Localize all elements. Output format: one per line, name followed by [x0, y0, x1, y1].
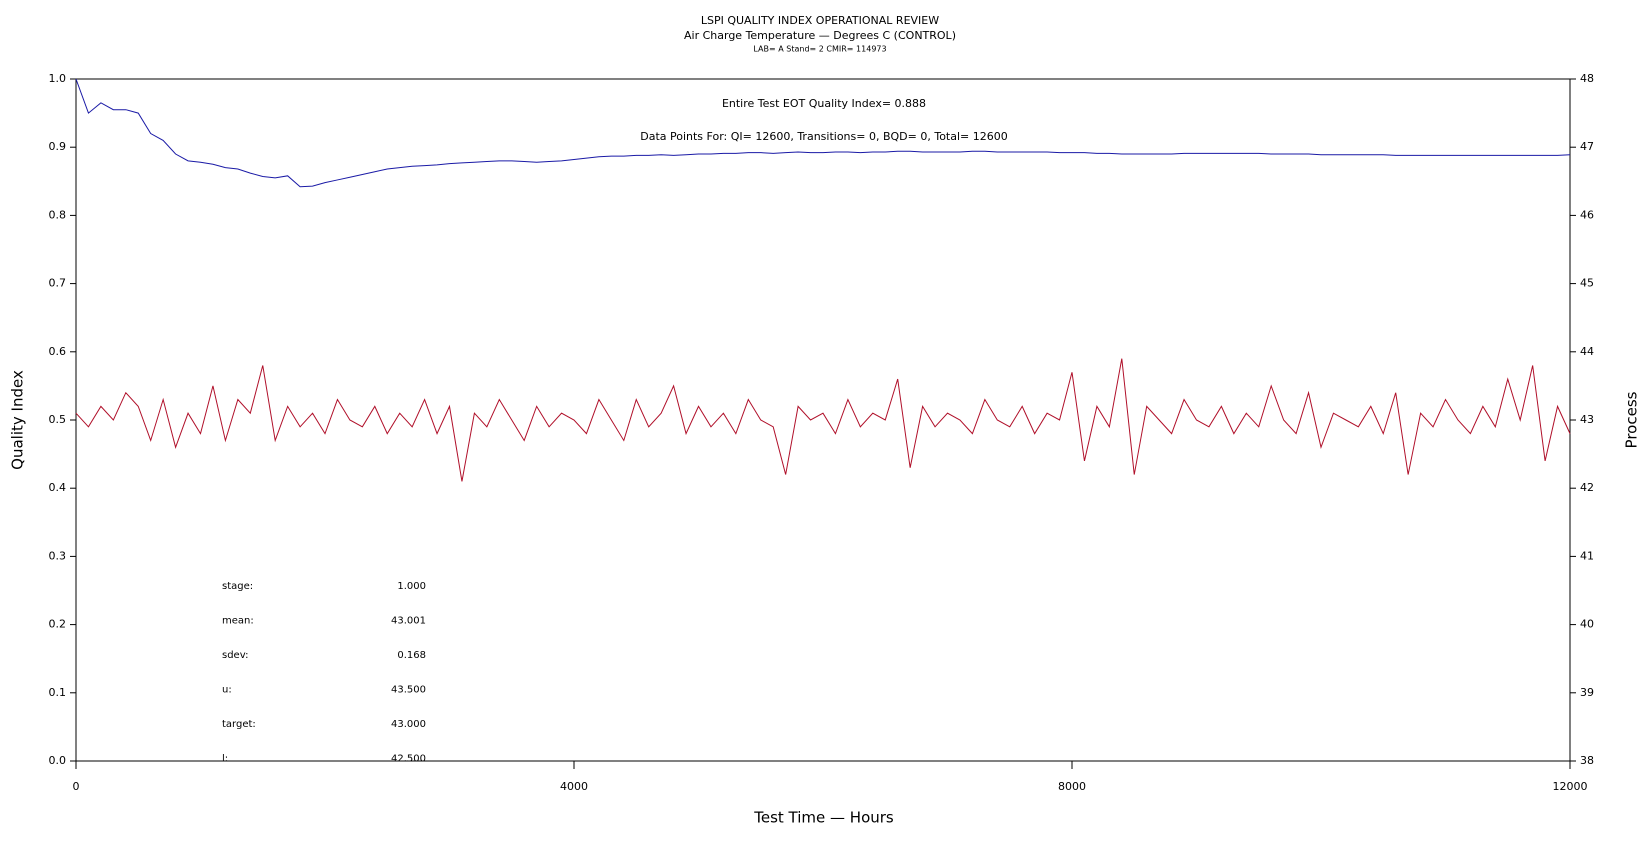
x-tick-label: 12000 — [1553, 780, 1588, 793]
annotation: Entire Test EOT Quality Index= 0.888 — [722, 97, 926, 110]
y2-tick-label: 40 — [1580, 618, 1594, 631]
y-tick-label: 0.4 — [49, 481, 67, 494]
y-tick-label: 0.3 — [49, 549, 67, 562]
y-tick-label: 0.2 — [49, 618, 67, 631]
y-tick-label: 0.8 — [49, 208, 67, 221]
stat-value: 43.500 — [391, 685, 426, 696]
y2-tick-label: 44 — [1580, 345, 1594, 358]
y2-tick-label: 43 — [1580, 413, 1594, 426]
y2-tick-label: 42 — [1580, 481, 1594, 494]
stat-value: 43.000 — [391, 719, 426, 730]
chart-title: LSPI QUALITY INDEX OPERATIONAL REVIEW — [701, 14, 939, 27]
y-tick-label: 0.9 — [49, 140, 67, 153]
y-tick-label: 0.1 — [49, 686, 67, 699]
stat-label: u: — [222, 685, 232, 696]
stat-label: mean: — [222, 616, 254, 627]
y2-tick-label: 46 — [1580, 208, 1594, 221]
y-tick-label: 0.5 — [49, 413, 67, 426]
stat-value: 43.001 — [391, 616, 426, 627]
stat-label: stage: — [222, 581, 253, 592]
x-tick-label: 8000 — [1058, 780, 1086, 793]
y2-tick-label: 38 — [1580, 754, 1594, 767]
stat-label: target: — [222, 719, 256, 730]
stat-value: 1.000 — [397, 581, 426, 592]
chart-subtitle: LAB= A Stand= 2 CMIR= 114973 — [753, 45, 886, 54]
x-tick-label: 4000 — [560, 780, 588, 793]
y2-tick-label: 41 — [1580, 549, 1594, 562]
series-line — [75, 78, 1571, 188]
x-tick-label: 0 — [73, 780, 80, 793]
stat-label: sdev: — [222, 650, 248, 661]
y2-tick-label: 47 — [1580, 140, 1594, 153]
annotation: Data Points For: QI= 12600, Transitions=… — [640, 130, 1008, 143]
y-tick-label: 1.0 — [49, 72, 67, 85]
y2-tick-label: 39 — [1580, 686, 1594, 699]
y2-tick-label: 45 — [1580, 277, 1594, 290]
y-axis-label: Quality Index — [9, 370, 27, 470]
stat-value: 42.500 — [391, 754, 426, 765]
x-axis-label: Test Time — Hours — [753, 809, 894, 827]
chart-subtitle: Air Charge Temperature — Degrees C (CONT… — [684, 29, 956, 42]
stat-label: l: — [222, 754, 228, 765]
y-tick-label: 0.6 — [49, 345, 67, 358]
stat-value: 0.168 — [397, 650, 426, 661]
y-tick-label: 0.0 — [49, 754, 67, 767]
y2-axis-label: Process — [1623, 391, 1641, 448]
y2-tick-label: 48 — [1580, 72, 1594, 85]
y-tick-label: 0.7 — [49, 277, 67, 290]
series-line — [75, 358, 1571, 482]
